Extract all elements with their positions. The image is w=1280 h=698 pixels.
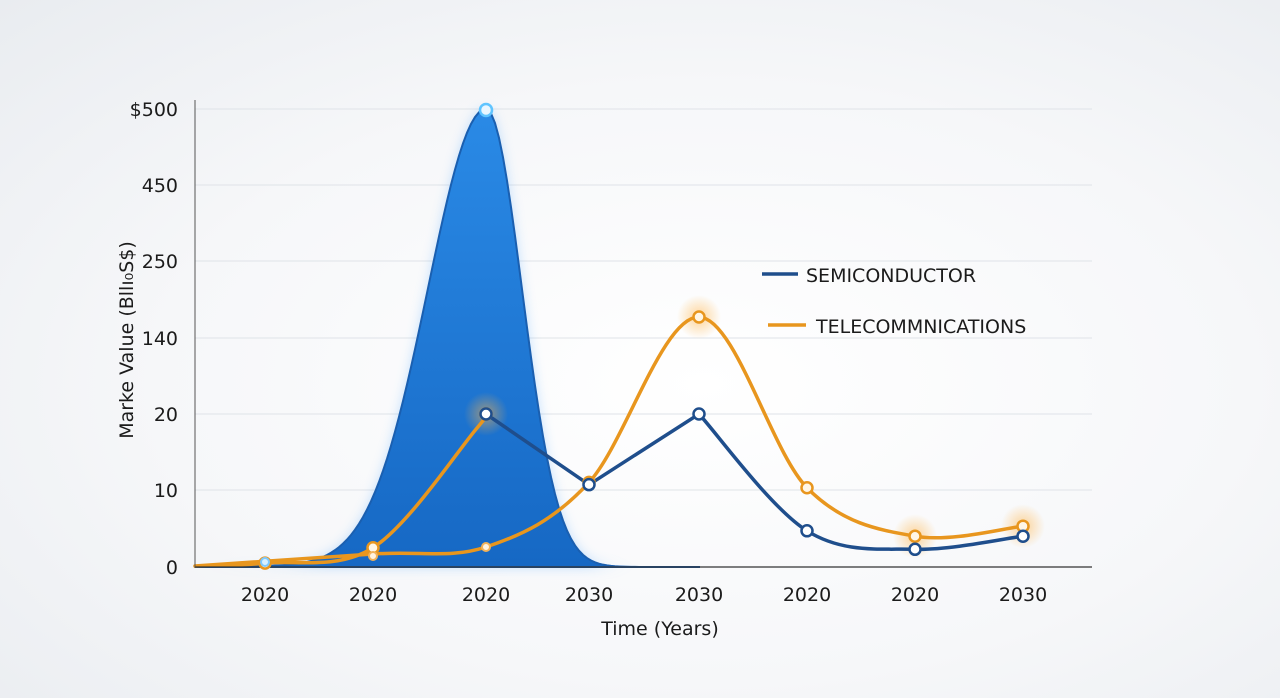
y-tick-label: $500 bbox=[130, 99, 178, 121]
gridlines bbox=[195, 108, 1092, 568]
legend-label-telecom: TELECOMMNICATIONS bbox=[815, 316, 1026, 338]
x-tick-label: 2020 bbox=[783, 584, 831, 606]
peak-series-point bbox=[260, 557, 270, 567]
x-tick-label: 2030 bbox=[999, 584, 1047, 606]
semiconductor-point bbox=[1016, 529, 1030, 543]
legend: SEMICONDUCTOR TELECOMMNICATIONS bbox=[762, 265, 1026, 338]
y-tick-label: 140 bbox=[142, 328, 178, 350]
y-tick-label: 0 bbox=[166, 557, 178, 579]
y-tick-label: 250 bbox=[142, 251, 178, 273]
x-tick-label: 2020 bbox=[241, 584, 289, 606]
telecom-point bbox=[800, 480, 814, 495]
x-tick-label: 2020 bbox=[349, 584, 397, 606]
telecom-point bbox=[908, 529, 922, 543]
semiconductor-series-line bbox=[484, 411, 1025, 552]
y-tick-label: 20 bbox=[154, 404, 178, 426]
x-tick-label: 2020 bbox=[891, 584, 939, 606]
semiconductor-point bbox=[479, 407, 493, 421]
y-tick-label: 10 bbox=[154, 480, 178, 502]
x-tick-label: 2030 bbox=[675, 584, 723, 606]
peak-point bbox=[478, 102, 494, 118]
semiconductor-point bbox=[800, 524, 814, 538]
semiconductor-point bbox=[692, 407, 706, 421]
telecom-point bbox=[368, 551, 378, 561]
x-axis-title: Time (Years) bbox=[600, 618, 719, 640]
x-tick-label: 2020 bbox=[462, 584, 510, 606]
semiconductor-point bbox=[582, 477, 596, 492]
semiconductor-point bbox=[908, 542, 922, 557]
y-axis-title: Marke Value (Bllı₀S$) bbox=[116, 241, 138, 439]
telecom-point bbox=[481, 542, 491, 552]
x-tick-label: 2030 bbox=[565, 584, 613, 606]
legend-label-semiconductor: SEMICONDUCTOR bbox=[806, 265, 976, 287]
y-tick-label: 450 bbox=[142, 175, 178, 197]
telecom-point bbox=[692, 310, 706, 324]
